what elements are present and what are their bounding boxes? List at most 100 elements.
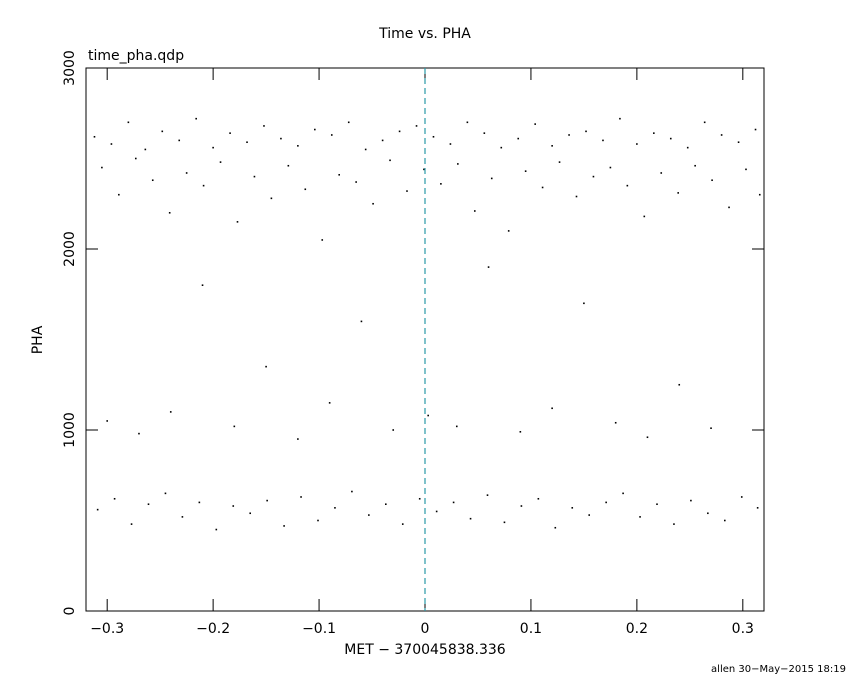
- data-point: [195, 117, 197, 120]
- data-point: [415, 125, 418, 127]
- data-point: [232, 505, 235, 507]
- data-point: [754, 128, 757, 131]
- data-point: [686, 146, 689, 149]
- footer: allen 30−May−2015 18:19: [711, 664, 846, 675]
- data-point: [602, 139, 604, 142]
- x-tick-label: 0.3: [732, 621, 754, 637]
- data-point: [490, 177, 493, 180]
- data-point: [466, 121, 469, 124]
- data-point: [677, 192, 679, 194]
- data-point: [643, 215, 646, 218]
- data-point: [707, 512, 709, 515]
- data-point: [253, 175, 256, 178]
- x-tick-label: −0.2: [196, 621, 230, 637]
- data-point: [321, 239, 324, 241]
- data-point: [151, 179, 154, 182]
- data-point: [639, 516, 641, 518]
- data-point: [469, 517, 472, 520]
- data-point: [355, 181, 357, 183]
- data-point: [169, 411, 172, 413]
- data-point: [710, 427, 712, 429]
- data-point: [113, 497, 116, 500]
- data-point: [660, 172, 663, 174]
- data-point: [740, 496, 743, 498]
- x-tick-label: 0: [421, 621, 430, 637]
- data-point: [283, 525, 285, 527]
- x-tick-label: −0.3: [90, 621, 124, 637]
- data-point: [427, 414, 429, 417]
- data-point: [118, 193, 120, 196]
- data-point: [673, 523, 675, 525]
- data-point: [229, 132, 231, 134]
- data-point: [287, 164, 290, 167]
- data-point: [236, 221, 239, 223]
- data-point: [455, 425, 458, 428]
- data-point: [317, 519, 319, 522]
- data-point: [507, 230, 510, 232]
- data-point: [246, 141, 248, 144]
- data-point: [583, 302, 585, 305]
- data-point: [110, 143, 113, 145]
- data-point: [524, 170, 527, 172]
- data-point: [724, 519, 726, 522]
- data-point: [249, 512, 252, 515]
- data-point: [694, 164, 696, 167]
- data-point: [519, 431, 522, 433]
- data-point: [398, 130, 401, 133]
- data-point: [585, 130, 587, 133]
- data-point: [622, 492, 624, 495]
- data-point: [134, 157, 137, 160]
- data-point: [669, 137, 672, 140]
- data-point: [483, 132, 486, 134]
- x-tick-label: −0.1: [302, 621, 336, 637]
- data-point: [198, 501, 201, 504]
- data-point: [130, 523, 133, 525]
- data-point: [452, 501, 455, 504]
- data-point: [487, 266, 490, 268]
- data-point: [127, 121, 130, 124]
- data-point: [297, 438, 299, 440]
- data-point: [406, 190, 408, 192]
- data-point: [270, 197, 273, 200]
- data-point: [432, 135, 435, 138]
- data-point: [551, 145, 553, 147]
- data-point: [711, 179, 713, 182]
- data-point: [588, 514, 591, 516]
- data-point: [297, 145, 299, 147]
- data-point: [720, 134, 723, 136]
- data-point: [334, 507, 336, 509]
- data-point: [338, 173, 340, 176]
- data-point: [737, 141, 740, 144]
- annotation: time_pha.qdp: [88, 48, 184, 64]
- data-point: [592, 175, 595, 178]
- data-point: [215, 528, 218, 531]
- y-tick-label: 0: [62, 607, 78, 616]
- data-point: [185, 172, 188, 174]
- data-point: [280, 137, 282, 140]
- data-point: [265, 365, 267, 368]
- data-point: [219, 161, 222, 163]
- data-point: [401, 523, 404, 525]
- data-point: [571, 507, 574, 509]
- data-point: [440, 183, 442, 185]
- data-point: [619, 117, 621, 120]
- data-point: [368, 514, 370, 516]
- data-point: [106, 420, 108, 422]
- data-point: [756, 507, 759, 509]
- data-point: [381, 139, 384, 142]
- data-point: [678, 383, 681, 386]
- data-point: [147, 503, 150, 506]
- data-point: [728, 206, 730, 209]
- data-point: [347, 121, 350, 124]
- data-point: [351, 490, 353, 493]
- data-point: [575, 195, 578, 198]
- data-point: [636, 143, 638, 145]
- data-point: [314, 128, 316, 131]
- data-point: [568, 134, 570, 136]
- data-point: [473, 210, 476, 212]
- data-point: [178, 139, 181, 142]
- x-tick-label: 0.2: [626, 621, 648, 637]
- data-point: [517, 137, 520, 140]
- data-point: [520, 505, 523, 507]
